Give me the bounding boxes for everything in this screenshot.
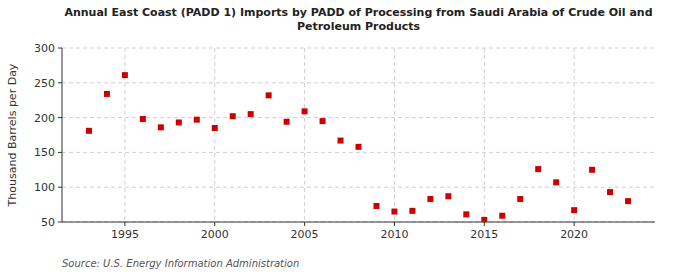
y-tick-label: 250	[34, 77, 55, 90]
chart: 1995 2000 2005 2010 2015 2020 50 100 150 200 250 30…	[0, 0, 675, 275]
x-tick	[484, 222, 485, 226]
grid-line-y	[62, 82, 655, 83]
point	[266, 92, 272, 98]
point	[338, 138, 344, 144]
point	[625, 198, 631, 204]
y-tick	[58, 152, 62, 153]
x-tick-label: 2020	[560, 228, 588, 241]
grid-line-y	[62, 48, 655, 49]
x-tick-label: 2010	[380, 228, 408, 241]
y-tick	[58, 222, 62, 223]
point	[499, 213, 505, 219]
grid-line-y	[62, 152, 655, 153]
y-tick-label: 300	[34, 42, 55, 55]
title: Annual East Coast (PADD 1) Imports by PA…	[64, 6, 652, 33]
y-tick-label: 150	[34, 146, 55, 159]
x-tick-label: 2015	[470, 228, 498, 241]
grid-line-x	[214, 48, 215, 222]
y-axis-line	[62, 48, 63, 222]
grid-line-y	[62, 222, 655, 223]
point	[248, 111, 254, 117]
x-axis-line	[62, 222, 655, 223]
point	[463, 211, 469, 217]
title-line: Petroleum Products	[297, 20, 421, 33]
point	[535, 166, 541, 172]
point	[427, 196, 433, 202]
point	[230, 113, 236, 119]
point	[302, 108, 308, 114]
y-tick-label: 100	[34, 181, 55, 194]
point	[589, 167, 595, 173]
point	[481, 217, 487, 222]
point	[104, 91, 110, 97]
point	[284, 119, 290, 125]
y-tick-label: 50	[41, 216, 55, 229]
point	[607, 189, 613, 195]
y-tick	[58, 48, 62, 49]
point	[140, 116, 146, 122]
grid-line-x	[484, 48, 485, 222]
point	[320, 118, 326, 124]
point	[194, 117, 200, 123]
x-tick-label: 1995	[111, 228, 139, 241]
point	[356, 144, 362, 150]
y-tick	[58, 82, 62, 83]
point	[517, 196, 523, 202]
points	[86, 72, 631, 222]
y-axis-label: Thousand Barrels per Day	[6, 63, 19, 207]
point	[373, 203, 379, 209]
x-tick	[394, 222, 395, 226]
grid	[62, 48, 655, 222]
x-tick-label: 2000	[201, 228, 229, 241]
grid-line-y	[62, 187, 655, 188]
x-tick	[124, 222, 125, 226]
point	[571, 207, 577, 213]
grid-line-x	[394, 48, 395, 222]
point	[445, 193, 451, 199]
x-tick	[574, 222, 575, 226]
y-tick	[58, 187, 62, 188]
point	[212, 125, 218, 131]
grid-line-y	[62, 117, 655, 118]
point	[409, 208, 415, 214]
point	[176, 119, 182, 125]
y-tick-label: 200	[34, 112, 55, 125]
point	[122, 72, 128, 78]
point	[86, 128, 92, 134]
x-tick-label: 2005	[291, 228, 319, 241]
x-tick	[304, 222, 305, 226]
point	[158, 124, 164, 130]
grid-line-x	[304, 48, 305, 222]
point	[391, 209, 397, 215]
y-tick	[58, 117, 62, 118]
point	[553, 179, 559, 185]
grid-line-x	[574, 48, 575, 222]
title-line: Annual East Coast (PADD 1) Imports by PA…	[64, 6, 652, 19]
source-note: Source: U.S. Energy Information Administ…	[62, 258, 299, 269]
x-tick	[214, 222, 215, 226]
ticks: 1995 2000 2005 2010 2015 2020 50 100 150 200 250 30…	[34, 42, 588, 241]
